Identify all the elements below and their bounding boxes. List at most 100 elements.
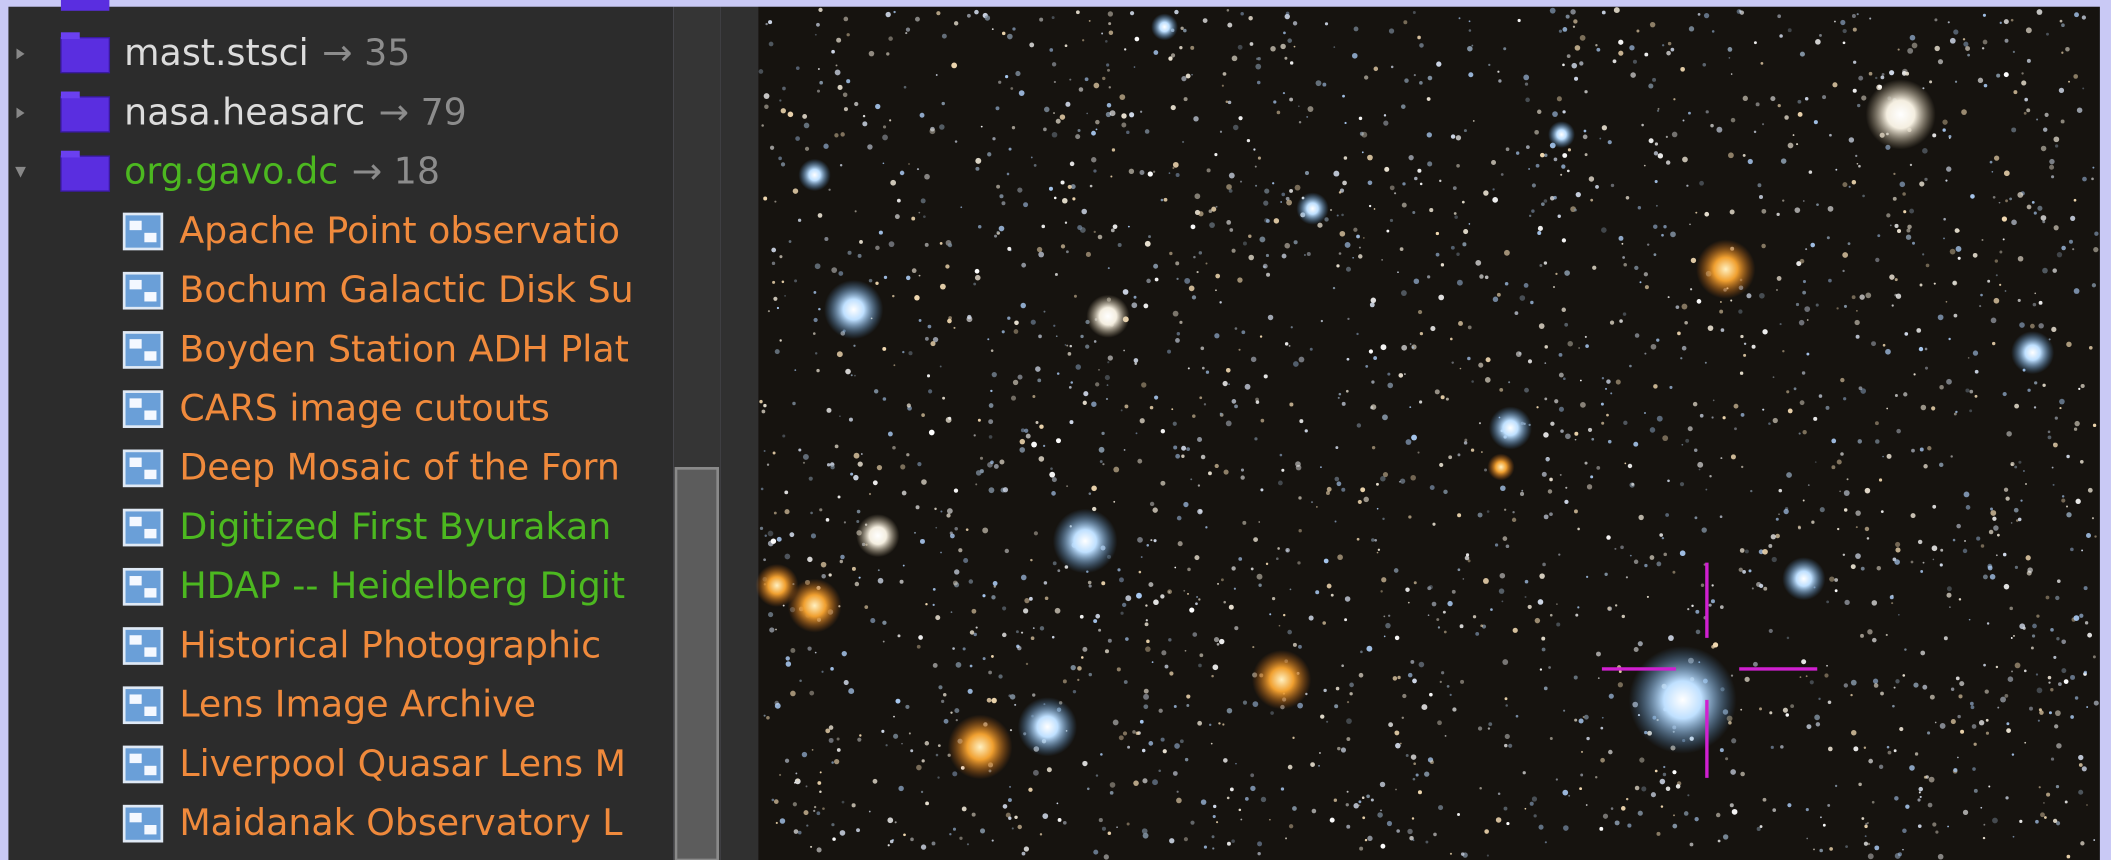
star bbox=[1602, 11, 1606, 15]
star bbox=[1232, 399, 1237, 404]
scrollbar-thumb[interactable] bbox=[676, 468, 718, 860]
star bbox=[1668, 635, 1674, 641]
service-label[interactable]: Bochum Galactic Disk Su bbox=[179, 268, 633, 311]
star bbox=[1673, 814, 1675, 816]
star bbox=[2080, 841, 2084, 845]
star bbox=[1970, 194, 1975, 199]
star bbox=[967, 843, 969, 845]
star bbox=[2019, 820, 2022, 823]
star bbox=[1595, 776, 1597, 778]
star bbox=[1228, 101, 1232, 105]
splitter[interactable] bbox=[720, 7, 758, 860]
bright-star bbox=[1488, 454, 1515, 481]
star bbox=[1656, 562, 1661, 567]
star bbox=[1336, 264, 1339, 267]
star bbox=[1806, 838, 1808, 840]
star bbox=[1935, 722, 1937, 724]
star bbox=[1666, 136, 1668, 138]
star bbox=[1408, 673, 1413, 678]
star bbox=[1346, 737, 1350, 741]
star bbox=[1032, 693, 1035, 696]
star bbox=[1257, 574, 1263, 580]
star bbox=[1041, 225, 1045, 229]
star bbox=[2051, 175, 2054, 178]
star bbox=[1198, 211, 1203, 216]
star bbox=[2050, 688, 2053, 691]
star bbox=[1505, 282, 1509, 286]
star bbox=[1148, 582, 1153, 587]
star bbox=[2072, 248, 2074, 250]
star bbox=[1919, 181, 1924, 186]
star bbox=[1211, 675, 1214, 678]
star bbox=[1782, 199, 1784, 201]
star bbox=[1488, 727, 1490, 729]
star bbox=[1973, 350, 1978, 355]
star bbox=[1401, 104, 1406, 109]
star bbox=[902, 351, 904, 353]
star bbox=[1894, 796, 1899, 801]
star bbox=[1574, 676, 1578, 680]
star bbox=[1402, 203, 1407, 208]
star bbox=[999, 194, 1003, 198]
star bbox=[1485, 377, 1491, 383]
star bbox=[1852, 295, 1856, 299]
star bbox=[1872, 801, 1875, 804]
star bbox=[1991, 317, 1997, 323]
star bbox=[1983, 14, 1986, 17]
service-label[interactable]: CARS image cutouts bbox=[179, 386, 549, 429]
service-icon bbox=[124, 332, 162, 367]
service-label[interactable]: Historical Photographic bbox=[179, 623, 601, 666]
star bbox=[1199, 396, 1202, 399]
star bbox=[1954, 314, 1958, 318]
star bbox=[856, 520, 859, 523]
star bbox=[1847, 478, 1849, 480]
star bbox=[1071, 665, 1076, 670]
service-label[interactable]: Boyden Station ADH Plat bbox=[179, 327, 629, 370]
star bbox=[1784, 115, 1789, 120]
star bbox=[915, 17, 920, 22]
service-label[interactable]: Apache Point observatio bbox=[179, 209, 620, 252]
star bbox=[1694, 449, 1697, 452]
folder-label[interactable]: org.gavo.dc bbox=[124, 150, 338, 193]
star bbox=[1961, 109, 1967, 115]
star bbox=[1094, 340, 1097, 343]
star bbox=[1254, 437, 1257, 440]
star bbox=[1602, 717, 1604, 719]
star bbox=[2035, 820, 2039, 824]
service-label[interactable]: Lens Image Archive bbox=[179, 683, 536, 726]
star bbox=[2054, 724, 2058, 728]
star bbox=[1835, 169, 1837, 171]
folder-count: → 35 bbox=[322, 31, 410, 74]
star bbox=[1973, 253, 1978, 258]
star bbox=[1270, 711, 1274, 715]
star bbox=[1938, 59, 1943, 64]
star bbox=[1556, 778, 1558, 780]
star bbox=[1953, 768, 1957, 772]
star bbox=[987, 338, 989, 340]
star bbox=[1183, 502, 1188, 507]
service-label[interactable]: HDAP -- Heidelberg Digit bbox=[179, 564, 625, 607]
star bbox=[1796, 143, 1798, 145]
star bbox=[879, 231, 883, 235]
star bbox=[1898, 49, 1900, 51]
folder-label[interactable]: mast.stsci bbox=[124, 31, 309, 74]
service-label[interactable]: Deep Mosaic of the Forn bbox=[179, 446, 620, 489]
star bbox=[795, 772, 797, 774]
service-label[interactable]: Maidanak Observatory L bbox=[179, 801, 623, 844]
star bbox=[1416, 773, 1419, 776]
service-label[interactable]: Liverpool Quasar Lens M bbox=[179, 742, 626, 785]
star bbox=[1982, 47, 1984, 49]
star bbox=[1185, 650, 1187, 652]
star bbox=[1458, 568, 1461, 571]
star bbox=[1900, 182, 1906, 188]
star bbox=[1479, 274, 1483, 278]
star bbox=[1605, 388, 1607, 390]
star bbox=[782, 281, 785, 284]
star bbox=[1687, 794, 1689, 796]
folder-label[interactable]: nasa.heasarc bbox=[124, 90, 365, 133]
star bbox=[909, 732, 911, 734]
star bbox=[925, 337, 929, 341]
star bbox=[1917, 798, 1920, 801]
service-label[interactable]: Digitized First Byurakan bbox=[179, 505, 611, 548]
star bbox=[1599, 827, 1603, 831]
